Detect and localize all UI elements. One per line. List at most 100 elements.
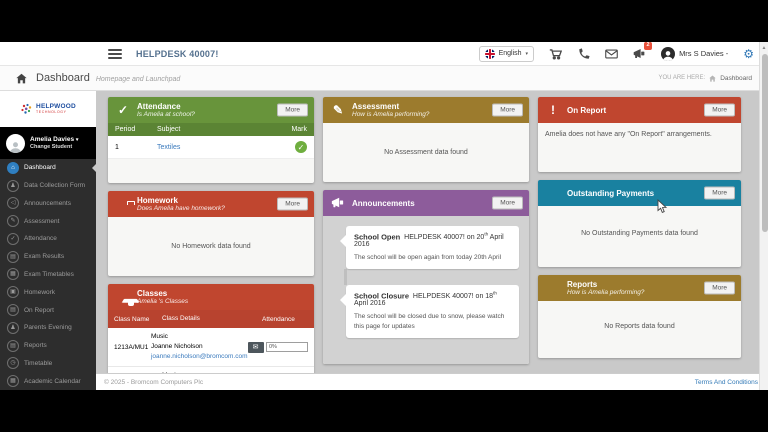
clock-icon: ◷ (7, 357, 19, 370)
sidebar-item-reports[interactable]: ▤ Reports (0, 337, 96, 355)
subject-link[interactable]: Textiles (157, 143, 181, 151)
payments-more-button[interactable]: More (704, 186, 735, 200)
calendar-icon: ▦ (7, 268, 19, 281)
megaphone-icon (330, 197, 346, 210)
sidebar-item-parents-evening[interactable]: ♟ Parents Evening (0, 319, 96, 337)
card-title: Reports (567, 280, 598, 289)
sidebar-item-dashboard[interactable]: ⌂ Dashboard (0, 159, 96, 177)
menu-toggle-icon[interactable] (108, 48, 122, 59)
user-avatar (661, 46, 676, 61)
announcements-card: Announcements More School Open HELPDESK … (323, 190, 529, 364)
sidebar-item-data-collection-form[interactable]: ♟ Data Collection Form (0, 177, 96, 195)
announcements-bell-icon[interactable]: 2 (633, 42, 653, 60)
notification-badge: 2 (644, 42, 653, 50)
mail-icon[interactable] (605, 47, 618, 60)
language-selector[interactable]: English ▾ (478, 45, 535, 62)
breadcrumb: Dashboard Homepage and Launchpad YOU ARE… (0, 66, 768, 91)
footer: © 2025 - Bromcom Computers Plc Terms And… (96, 373, 768, 390)
on-report-card: ! On Report More Amelia does not have an… (538, 97, 741, 172)
attendance-more-button[interactable]: More (277, 103, 308, 117)
vertical-scrollbar[interactable]: ▲ (759, 42, 768, 390)
exclamation-icon: ! (551, 103, 555, 117)
sidebar-item-assessment[interactable]: ✎ Assessment (0, 212, 96, 230)
helpwood-swirl-icon (21, 103, 32, 114)
card-title: Outstanding Payments (567, 188, 655, 198)
sidebar-item-announcements[interactable]: ◁ Announcements (0, 195, 96, 213)
settings-gear-icon[interactable]: ⚙ (743, 46, 754, 61)
announcements-more-button[interactable]: More (492, 196, 523, 210)
teacher-email-link[interactable]: joanne.nicholson@bromcom.com (150, 353, 248, 361)
send-email-icon[interactable]: ✉ (247, 341, 264, 353)
classes-table-header: Class Name Class Details Attendance (108, 310, 314, 329)
results-icon: ▤ (7, 250, 19, 263)
pencil-icon: ✎ (332, 103, 344, 117)
uk-flag-icon (484, 48, 495, 59)
mychildatschool-logo[interactable]: my childatschool✓.com (8, 42, 100, 203)
announcement-item[interactable]: School Closure HELPDESK 40007! on 18th A… (340, 285, 519, 338)
report-icon: ▤ (7, 339, 19, 352)
empty-message: No Reports data found (604, 323, 675, 330)
sidebar-item-exam-results[interactable]: ▤ Exam Results (0, 248, 96, 266)
card-title: Announcements (352, 198, 415, 208)
card-title: Assessment (352, 102, 400, 111)
empty-message: No Homework data found (171, 243, 251, 250)
document-icon: ▤ (7, 304, 19, 316)
top-header: my childatschool✓.com HELPDESK 40007! En… (0, 42, 768, 66)
home-icon[interactable] (16, 73, 27, 84)
you-are-here: YOU ARE HERE: Dashboard (658, 74, 753, 82)
scroll-up-icon[interactable]: ▲ (761, 45, 767, 51)
calendar-icon: ▦ (7, 375, 19, 388)
reports-more-button[interactable]: More (704, 281, 735, 295)
card-subtitle: How is Amelia performing? (567, 289, 645, 296)
sidebar-item-academic-calendar[interactable]: ▦ Academic Calendar (0, 372, 96, 390)
sidebar-item-on-report[interactable]: ▤ On Report (0, 301, 96, 319)
card-title: On Report (567, 105, 607, 115)
sidebar-item-timetable[interactable]: ◷ Timetable (0, 354, 96, 372)
chevron-down-icon: ▾ (525, 50, 529, 57)
assessment-card: ✎ Assessment How is Amelia performing? M… (323, 97, 529, 182)
basket-icon[interactable] (549, 47, 563, 60)
logo-check-icon: ✓ (73, 42, 81, 203)
pencil-icon: ✎ (7, 215, 19, 228)
briefcase-icon: ▣ (7, 286, 19, 299)
card-subtitle: How is Amelia performing? (352, 111, 430, 118)
present-mark-icon: ✓ (295, 141, 307, 153)
sidebar: HELPWOOD TECHNOLOGY Amelia Davies ▾ Chan… (0, 91, 96, 390)
user-menu[interactable]: Mrs S Davies - (661, 46, 729, 61)
on-report-more-button[interactable]: More (704, 103, 735, 117)
copyright-text: © 2025 - Bromcom Computers Plc (104, 378, 204, 386)
phone-icon[interactable] (577, 47, 590, 60)
scrollbar-thumb[interactable] (761, 54, 768, 232)
language-label: English (498, 50, 522, 57)
page-title: Dashboard (36, 72, 90, 84)
homework-card: Homework Does Amelia have homework? More… (108, 191, 314, 276)
dashboard-content: ✓ Attendance Is Amelia at school? More P… (96, 91, 768, 390)
terms-link[interactable]: Terms And Conditions (694, 378, 758, 386)
current-page[interactable]: Dashboard (720, 74, 752, 82)
app-window: my childatschool✓.com HELPDESK 40007! En… (0, 42, 768, 390)
attendance-card: ✓ Attendance Is Amelia at school? More P… (108, 97, 314, 183)
school-logo: HELPWOOD TECHNOLOGY (0, 91, 96, 127)
assessment-more-button[interactable]: More (492, 103, 523, 117)
card-title: Classes (137, 289, 168, 298)
sidebar-item-homework[interactable]: ▣ Homework (0, 283, 96, 301)
card-title: Homework (137, 196, 178, 205)
on-report-message: Amelia does not have any "On Report" arr… (545, 131, 712, 138)
student-selector[interactable]: Amelia Davies ▾ Change Student (0, 127, 96, 159)
people-icon: ♟ (7, 321, 19, 334)
card-subtitle: Amelia 's Classes (137, 298, 189, 305)
chevron-down-icon: ▾ (75, 136, 79, 143)
announcement-item[interactable]: School Open HELPDESK 40007! on 20th Apri… (340, 226, 519, 270)
timeline-connector (344, 269, 347, 286)
attendance-row: 1 Textiles ✓ (108, 136, 314, 159)
change-student-link[interactable]: Change Student (30, 144, 73, 151)
sidebar-item-attendance[interactable]: ✓ Attendance (0, 230, 96, 248)
megaphone-icon: ◁ (7, 197, 19, 210)
outstanding-payments-card: Outstanding Payments More No Outstanding… (538, 180, 741, 267)
user-name: Mrs S Davies - (679, 49, 729, 58)
sidebar-item-exam-timetables[interactable]: ▦ Exam Timetables (0, 266, 96, 284)
homework-more-button[interactable]: More (277, 197, 308, 211)
dashboard-icon: ⌂ (7, 161, 19, 174)
empty-message: No Outstanding Payments data found (581, 230, 698, 237)
